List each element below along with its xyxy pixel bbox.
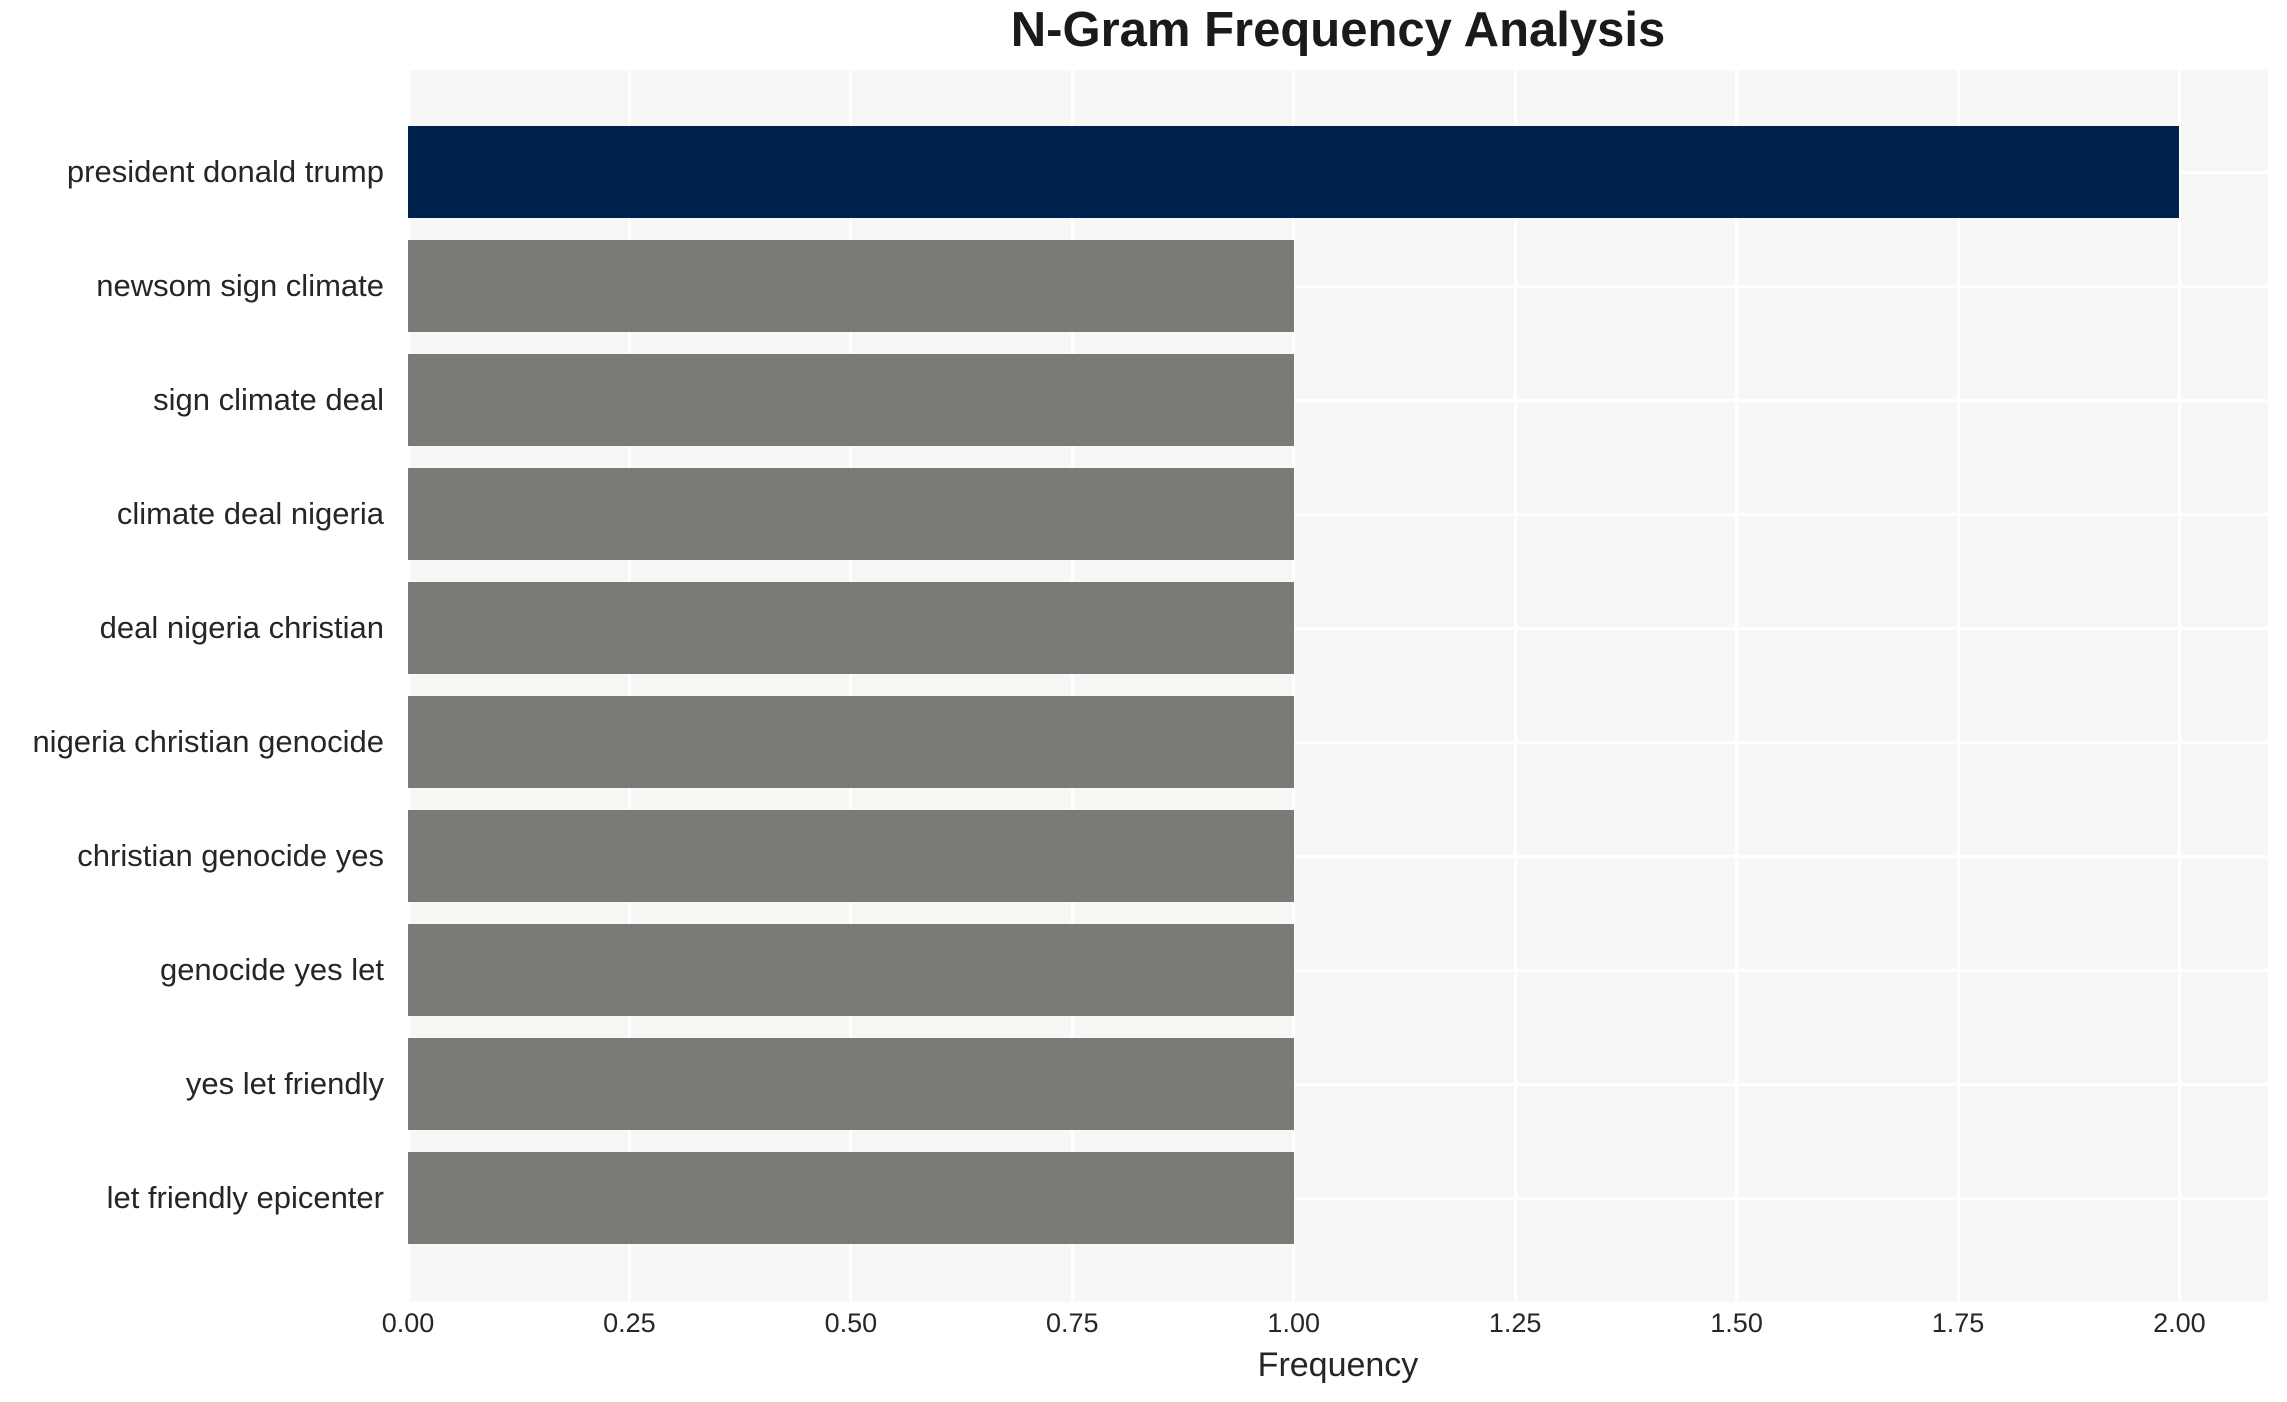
- bar-deal-nigeria-christian: [408, 582, 1294, 674]
- horizontal-gridline: [408, 398, 2268, 402]
- x-tick-label: 1.50: [1710, 1308, 1763, 1338]
- horizontal-gridline: [408, 1082, 2268, 1086]
- horizontal-gridline: [408, 740, 2268, 744]
- horizontal-gridline: [408, 284, 2268, 288]
- bar-sign-climate-deal: [408, 354, 1294, 446]
- y-tick-label: newsom sign climate: [96, 268, 384, 303]
- bar-climate-deal-nigeria: [408, 468, 1294, 560]
- vertical-gridline: [627, 70, 631, 1302]
- horizontal-gridline: [408, 626, 2268, 630]
- x-tick-label: 1.25: [1488, 1308, 1542, 1338]
- x-tick-label: 1.00: [1267, 1308, 1320, 1338]
- y-tick-label: christian genocide yes: [77, 838, 384, 873]
- horizontal-gridline: [408, 968, 2268, 972]
- x-tick-label: 0.75: [1046, 1308, 1099, 1338]
- y-tick-label: deal nigeria christian: [99, 610, 384, 645]
- chart-title: N-Gram Frequency Analysis: [1010, 3, 1666, 57]
- horizontal-gridline: [408, 854, 2268, 858]
- bar-president-donald-trump: [408, 126, 2180, 218]
- vertical-gridline: [1513, 70, 1517, 1302]
- y-tick-label: climate deal nigeria: [116, 496, 384, 531]
- x-tick-label: 0.50: [824, 1308, 878, 1338]
- vertical-gridline: [408, 70, 410, 1302]
- y-tick-label: nigeria christian genocide: [32, 724, 384, 759]
- y-tick-label: genocide yes let: [159, 952, 384, 987]
- x-axis-label: Frequency: [1257, 1346, 1419, 1384]
- plot-area: [408, 70, 2268, 1302]
- bar-nigeria-christian-genocide: [408, 696, 1294, 788]
- x-tick-label: 0.25: [603, 1308, 656, 1338]
- vertical-gridline: [1292, 70, 1296, 1302]
- y-axis-category-labels: president donald trump newsom sign climat…: [0, 70, 396, 1302]
- x-tick-label: 2.00: [2153, 1308, 2206, 1338]
- vertical-gridline: [1735, 70, 1739, 1302]
- x-tick-label: 0.00: [381, 1308, 435, 1338]
- vertical-gridline: [2177, 70, 2181, 1302]
- y-tick-label: let friendly epicenter: [106, 1180, 384, 1215]
- vertical-gridline: [849, 70, 853, 1302]
- vertical-gridline: [1956, 70, 1960, 1302]
- vertical-gridline: [1070, 70, 1074, 1302]
- bar-newsom-sign-climate: [408, 240, 1294, 332]
- bar-genocide-yes-let: [408, 924, 1294, 1016]
- x-axis-tick-labels: 0.00 0.25 0.50 0.75 1.00 1.25 1.50 1.75 2.00: [0, 1308, 2287, 1344]
- x-tick-label: 1.75: [1931, 1308, 1985, 1338]
- y-tick-label: president donald trump: [66, 154, 384, 189]
- y-tick-label: sign climate deal: [153, 382, 384, 417]
- y-tick-label: yes let friendly: [185, 1066, 384, 1101]
- bar-christian-genocide-yes: [408, 810, 1294, 902]
- bar-yes-let-friendly: [408, 1038, 1294, 1130]
- horizontal-gridline: [408, 512, 2268, 516]
- bar-let-friendly-epicenter: [408, 1152, 1294, 1244]
- horizontal-gridline: [408, 1196, 2268, 1200]
